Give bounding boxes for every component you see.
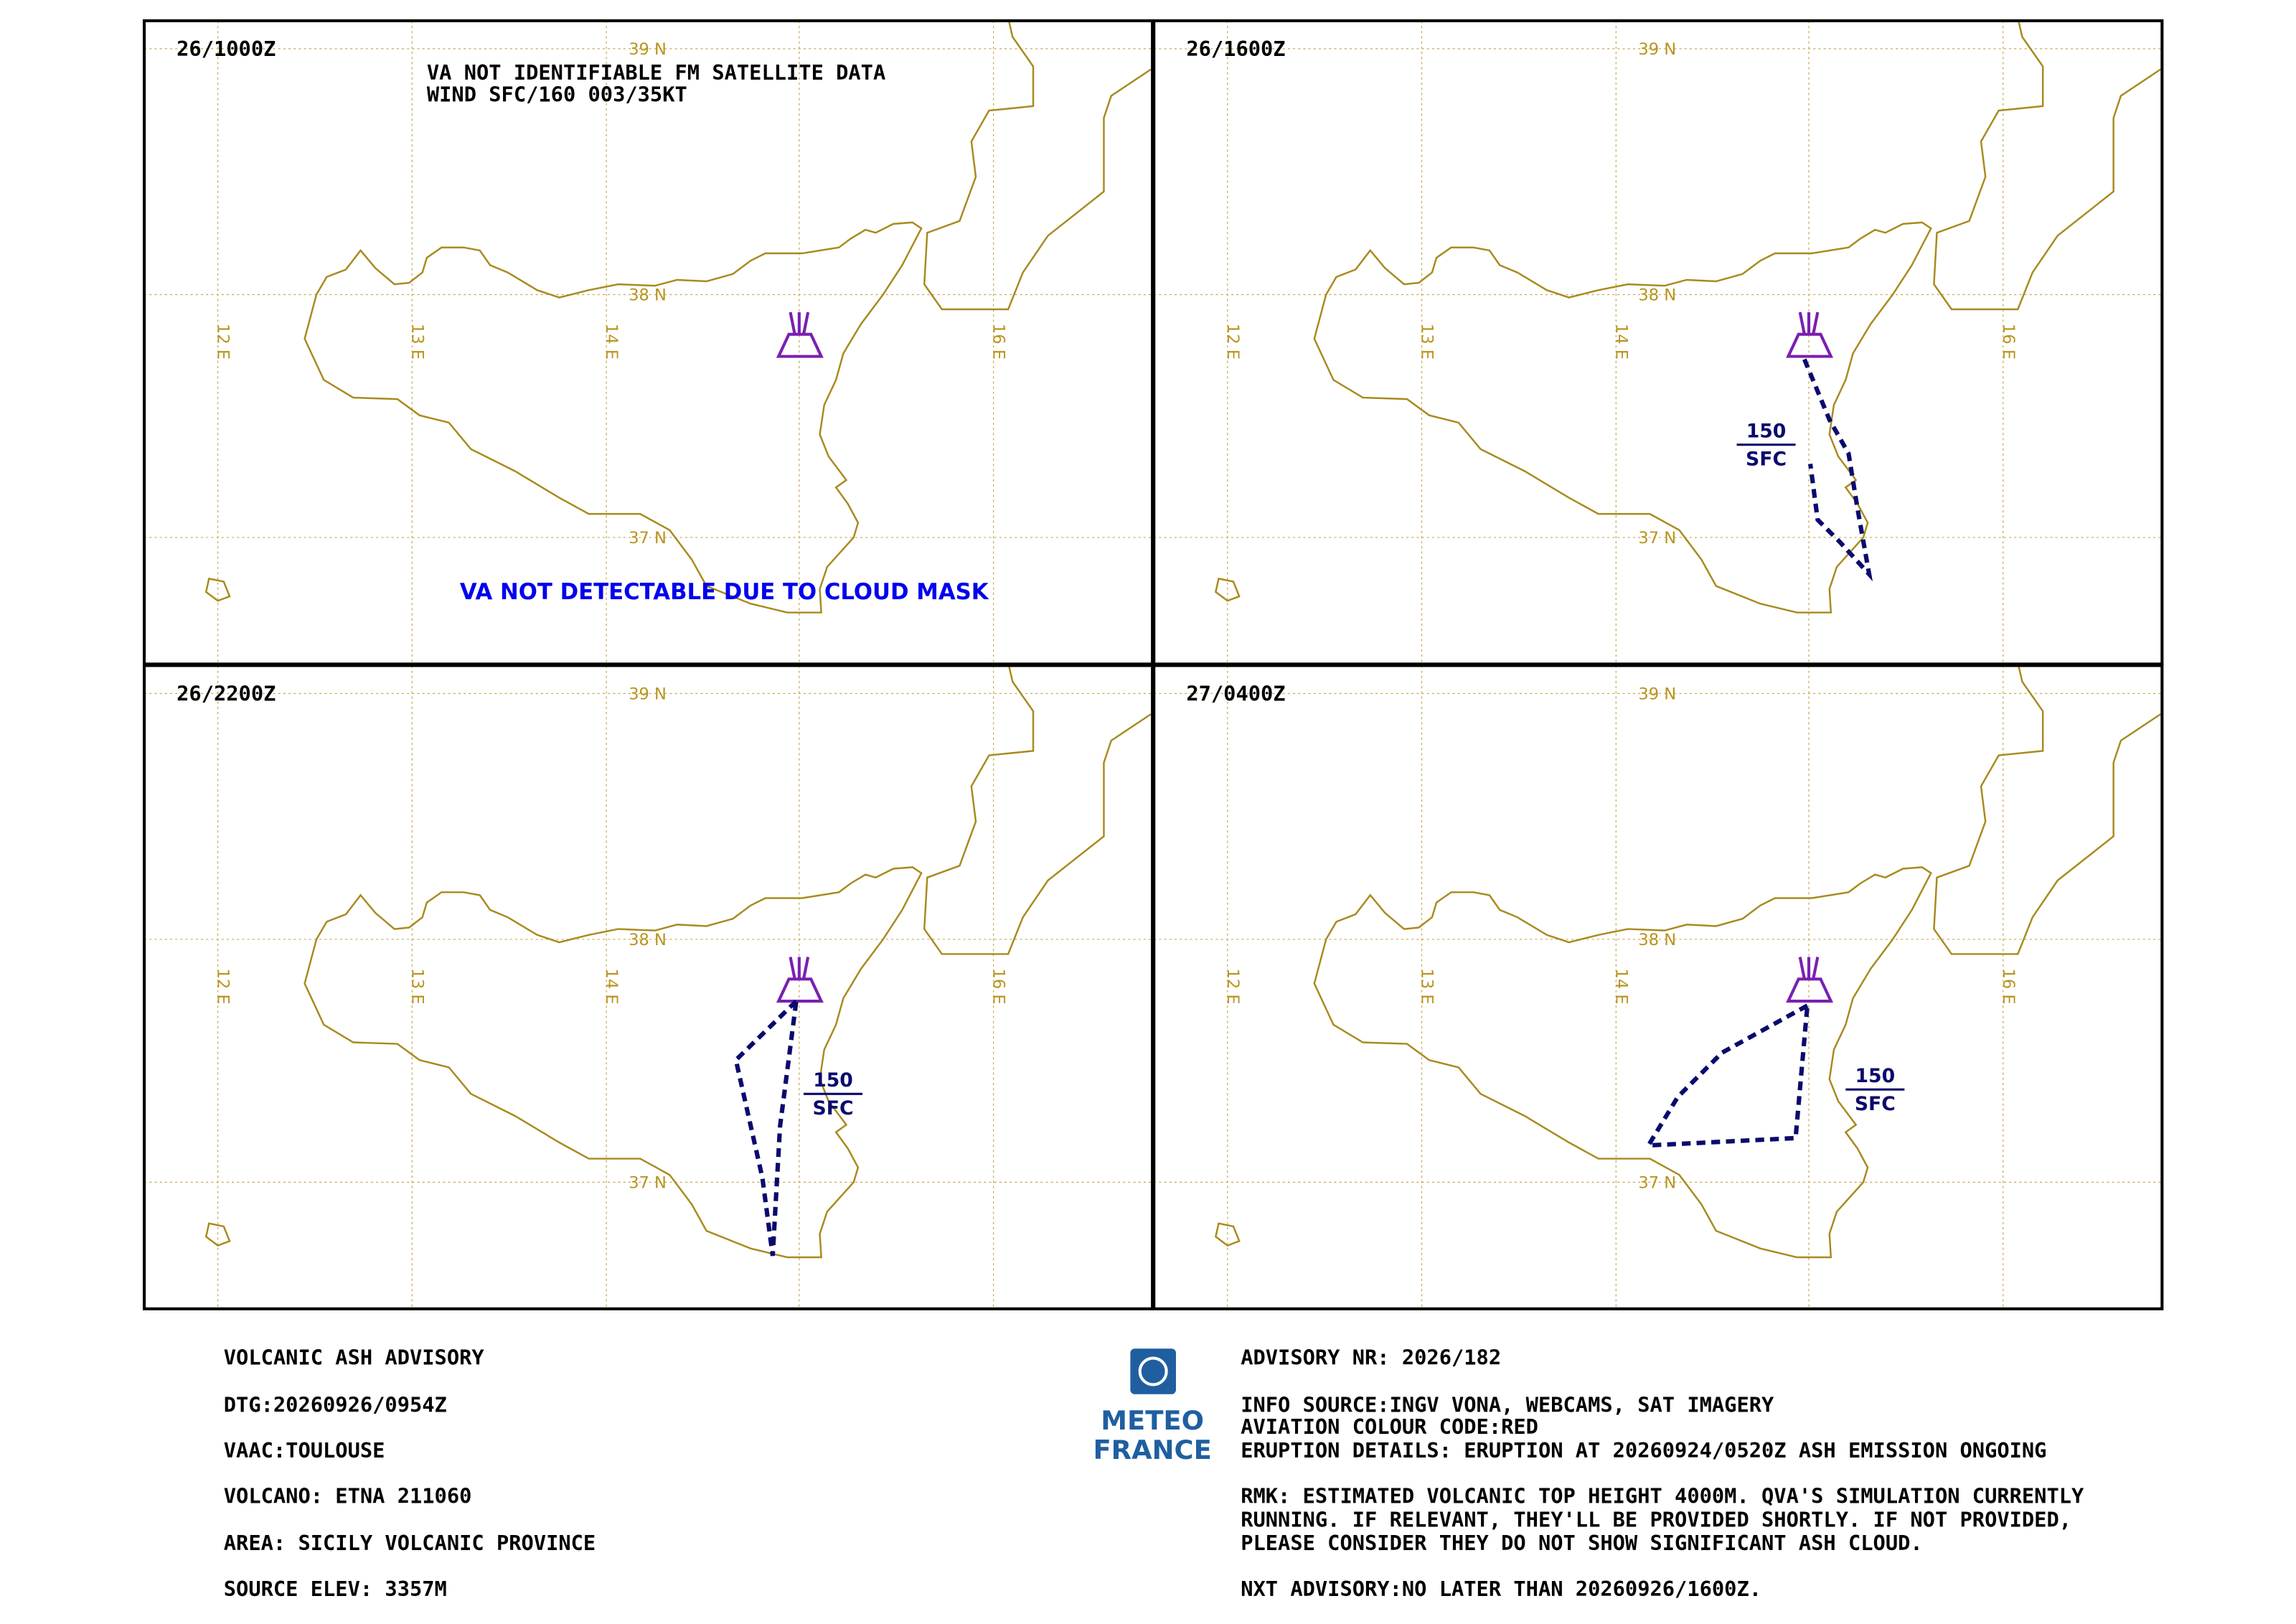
lat-label: 37 N [1638, 529, 1676, 548]
lat-label: 38 N [1638, 931, 1676, 949]
map-content: 39 N 38 N 37 N 12 E 13 E 14 E 16 E [144, 665, 1153, 1309]
lon-label: 14 E [602, 969, 621, 1005]
lon-label: 12 E [214, 969, 232, 1005]
ash-base: SFC [1855, 1093, 1896, 1115]
lat-label: 37 N [1638, 1174, 1676, 1193]
lon-label: 13 E [1418, 324, 1436, 360]
lon-label: 12 E [1223, 969, 1242, 1005]
lat-label: 39 N [629, 40, 667, 59]
map-content: 39 N 38 N 37 N 12 E 13 E 14 E 16 E [1154, 665, 2163, 1309]
lon-label: 16 E [1999, 969, 2018, 1005]
advisory-left-line: VOLCANO: ETNA 211060 [224, 1484, 472, 1508]
cloud-note: VA NOT DETECTABLE DUE TO CLOUD MASK [460, 579, 989, 605]
lat-label: 39 N [629, 685, 667, 704]
lon-label: 13 E [408, 969, 426, 1005]
advisory-right-line: ADVISORY NR: 2026/182 [1241, 1346, 1501, 1370]
advisory-right-line: AVIATION COLOUR CODE:RED [1241, 1414, 1538, 1439]
lon-label: 13 E [1418, 969, 1436, 1005]
ash-top: 150 [813, 1069, 853, 1092]
advisory-right-line: NXT ADVISORY:NO LATER THAN 20260926/1600… [1241, 1577, 1761, 1601]
panel-time: 26/2200Z [177, 682, 276, 706]
lon-label: 14 E [1612, 969, 1630, 1005]
panel-time: 26/1600Z [1186, 37, 1285, 61]
advisory-left-line: VOLCANIC ASH ADVISORY [224, 1346, 485, 1370]
map-panel: 39 N 38 N 37 N 12 E 13 E 14 E 16 E 27/0400Z 150 S… [1152, 664, 2164, 1310]
lat-label: 38 N [629, 931, 667, 949]
lon-label: 14 E [602, 324, 621, 360]
logo-icon [1130, 1348, 1176, 1394]
advisory-right-line: PLEASE CONSIDER THEY DO NOT SHOW SIGNIFI… [1241, 1531, 1922, 1555]
advisory-right-line: ERUPTION DETAILS: ERUPTION AT 20260924/0… [1241, 1438, 2046, 1463]
logo-text: METEO [1101, 1405, 1204, 1436]
ash-top: 150 [1746, 420, 1787, 442]
lon-label: 16 E [989, 324, 1008, 360]
map-panel: 39 N 38 N 37 N 12 E 13 E 14 E 16 E 26/2200Z 150 S… [142, 664, 1154, 1310]
lon-label: 12 E [214, 324, 232, 360]
panel-time: 26/1000Z [177, 37, 276, 61]
lon-label: 13 E [408, 324, 426, 360]
panel-border [1152, 664, 2164, 1310]
logo-text: FRANCE [1093, 1435, 1211, 1465]
ash-area [1802, 358, 1873, 582]
ash-area [1644, 1001, 1810, 1148]
advisory-right-line: RUNNING. IF RELEVANT, THEY'LL BE PROVIDE… [1241, 1507, 2071, 1531]
advisory-left-line: SOURCE ELEV: 3357M [224, 1577, 447, 1601]
map-content: 39 N 38 N 37 N 12 E 13 E 14 E 16 E [1154, 20, 2163, 665]
ash-top: 150 [1855, 1065, 1896, 1087]
lat-label: 39 N [1638, 685, 1676, 704]
lon-label: 12 E [1223, 324, 1242, 360]
map-panel: 39 N 38 N 37 N 12 E 13 E 14 E 16 E 26/1000Z VA N… [142, 19, 1154, 666]
lon-label: 14 E [1612, 324, 1630, 360]
panel-time: 27/0400Z [1186, 682, 1285, 706]
panel-note: WIND SFC/160 003/35KT [427, 83, 687, 107]
lat-label: 37 N [629, 1174, 667, 1193]
advisory-right-line: INFO SOURCE:INGV VONA, WEBCAMS, SAT IMAG… [1241, 1392, 1774, 1417]
map-content: 39 N 38 N 37 N 12 E 13 E 14 E 16 E [144, 20, 1153, 665]
panel-note: VA NOT IDENTIFIABLE FM SATELLITE DATA [427, 60, 885, 85]
lon-label: 16 E [989, 969, 1008, 1005]
advisory-left-line: VAAC:TOULOUSE [224, 1438, 385, 1463]
lon-label: 16 E [1999, 324, 2018, 360]
logo-circle [1138, 1356, 1168, 1386]
lat-label: 38 N [629, 286, 667, 305]
ash-base: SFC [813, 1097, 854, 1120]
lat-label: 38 N [1638, 286, 1676, 305]
advisory-left-line: DTG:20260926/0954Z [224, 1392, 447, 1417]
ash-base: SFC [1746, 448, 1787, 470]
advisory-right-line: RMK: ESTIMATED VOLCANIC TOP HEIGHT 4000M… [1241, 1484, 2084, 1508]
ash-area [733, 995, 799, 1257]
lat-label: 37 N [629, 529, 667, 548]
advisory-left-line: AREA: SICILY VOLCANIC PROVINCE [224, 1531, 596, 1555]
lat-label: 39 N [1638, 40, 1676, 59]
